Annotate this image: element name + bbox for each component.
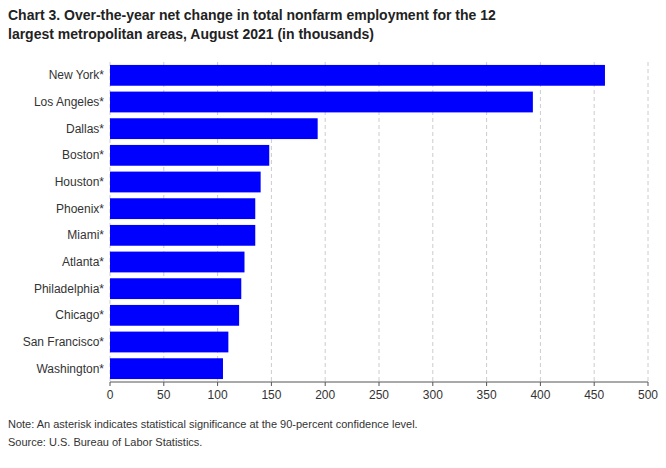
annotation: Note: An asterisk indicates statistical … xyxy=(8,418,418,430)
bar xyxy=(110,332,228,353)
tick-mark xyxy=(163,382,164,386)
tick-label: 500 xyxy=(638,388,658,402)
category-label: Philadelphia* xyxy=(34,282,104,296)
category-label: Houston* xyxy=(55,175,105,189)
title: largest metropolitan areas, August 2021 … xyxy=(8,26,374,42)
category-label: Los Angeles* xyxy=(34,95,104,109)
grid-line xyxy=(648,62,649,382)
category-label: San Francisco* xyxy=(23,335,105,349)
bar xyxy=(110,118,318,139)
tick-label: 450 xyxy=(584,388,604,402)
tick-mark xyxy=(110,382,111,386)
tick-mark xyxy=(432,382,433,386)
tick-label: 350 xyxy=(477,388,497,402)
tick-mark xyxy=(271,382,272,386)
category-label: Miami* xyxy=(67,228,104,242)
tick-mark xyxy=(217,382,218,386)
annotation: Source: U.S. Bureau of Labor Statistics. xyxy=(8,436,202,448)
grid-line xyxy=(594,62,595,382)
tick-mark xyxy=(379,382,380,386)
tick-mark xyxy=(325,382,326,386)
tick-label: 300 xyxy=(423,388,443,402)
x-axis-line xyxy=(110,382,648,383)
bar xyxy=(110,305,239,326)
tick-mark xyxy=(648,382,649,386)
category-label: Phoenix* xyxy=(56,202,104,216)
tick-mark xyxy=(540,382,541,386)
bars xyxy=(110,65,605,379)
tick-mark xyxy=(594,382,595,386)
category-label: Washington* xyxy=(36,362,104,376)
grid xyxy=(110,62,648,382)
bar xyxy=(110,278,241,299)
bar xyxy=(110,172,261,193)
tick-label: 400 xyxy=(530,388,550,402)
grid-line xyxy=(540,62,541,382)
bar xyxy=(110,198,255,219)
category-label: Atlanta* xyxy=(62,255,104,269)
tick-label: 150 xyxy=(261,388,281,402)
category-label: Dallas* xyxy=(66,122,104,136)
bar xyxy=(110,225,255,246)
tick-label: 50 xyxy=(157,388,171,402)
category-label: Chicago* xyxy=(55,308,104,322)
tick-label: 200 xyxy=(315,388,335,402)
bar xyxy=(110,65,605,86)
bar xyxy=(110,358,223,379)
bar xyxy=(110,145,269,166)
bar xyxy=(110,92,533,113)
tick-label: 100 xyxy=(208,388,228,402)
category-label: Boston* xyxy=(62,148,104,162)
tick-mark xyxy=(486,382,487,386)
chart-container: Chart 3. Over-the-year net change in tot… xyxy=(0,0,666,468)
chart: Chart 3. Over-the-year net change in tot… xyxy=(0,0,666,468)
title: Chart 3. Over-the-year net change in tot… xyxy=(8,7,496,23)
tick-label: 0 xyxy=(107,388,114,402)
tick-label: 250 xyxy=(369,388,389,402)
bar xyxy=(110,252,245,273)
category-label: New York* xyxy=(49,68,105,82)
